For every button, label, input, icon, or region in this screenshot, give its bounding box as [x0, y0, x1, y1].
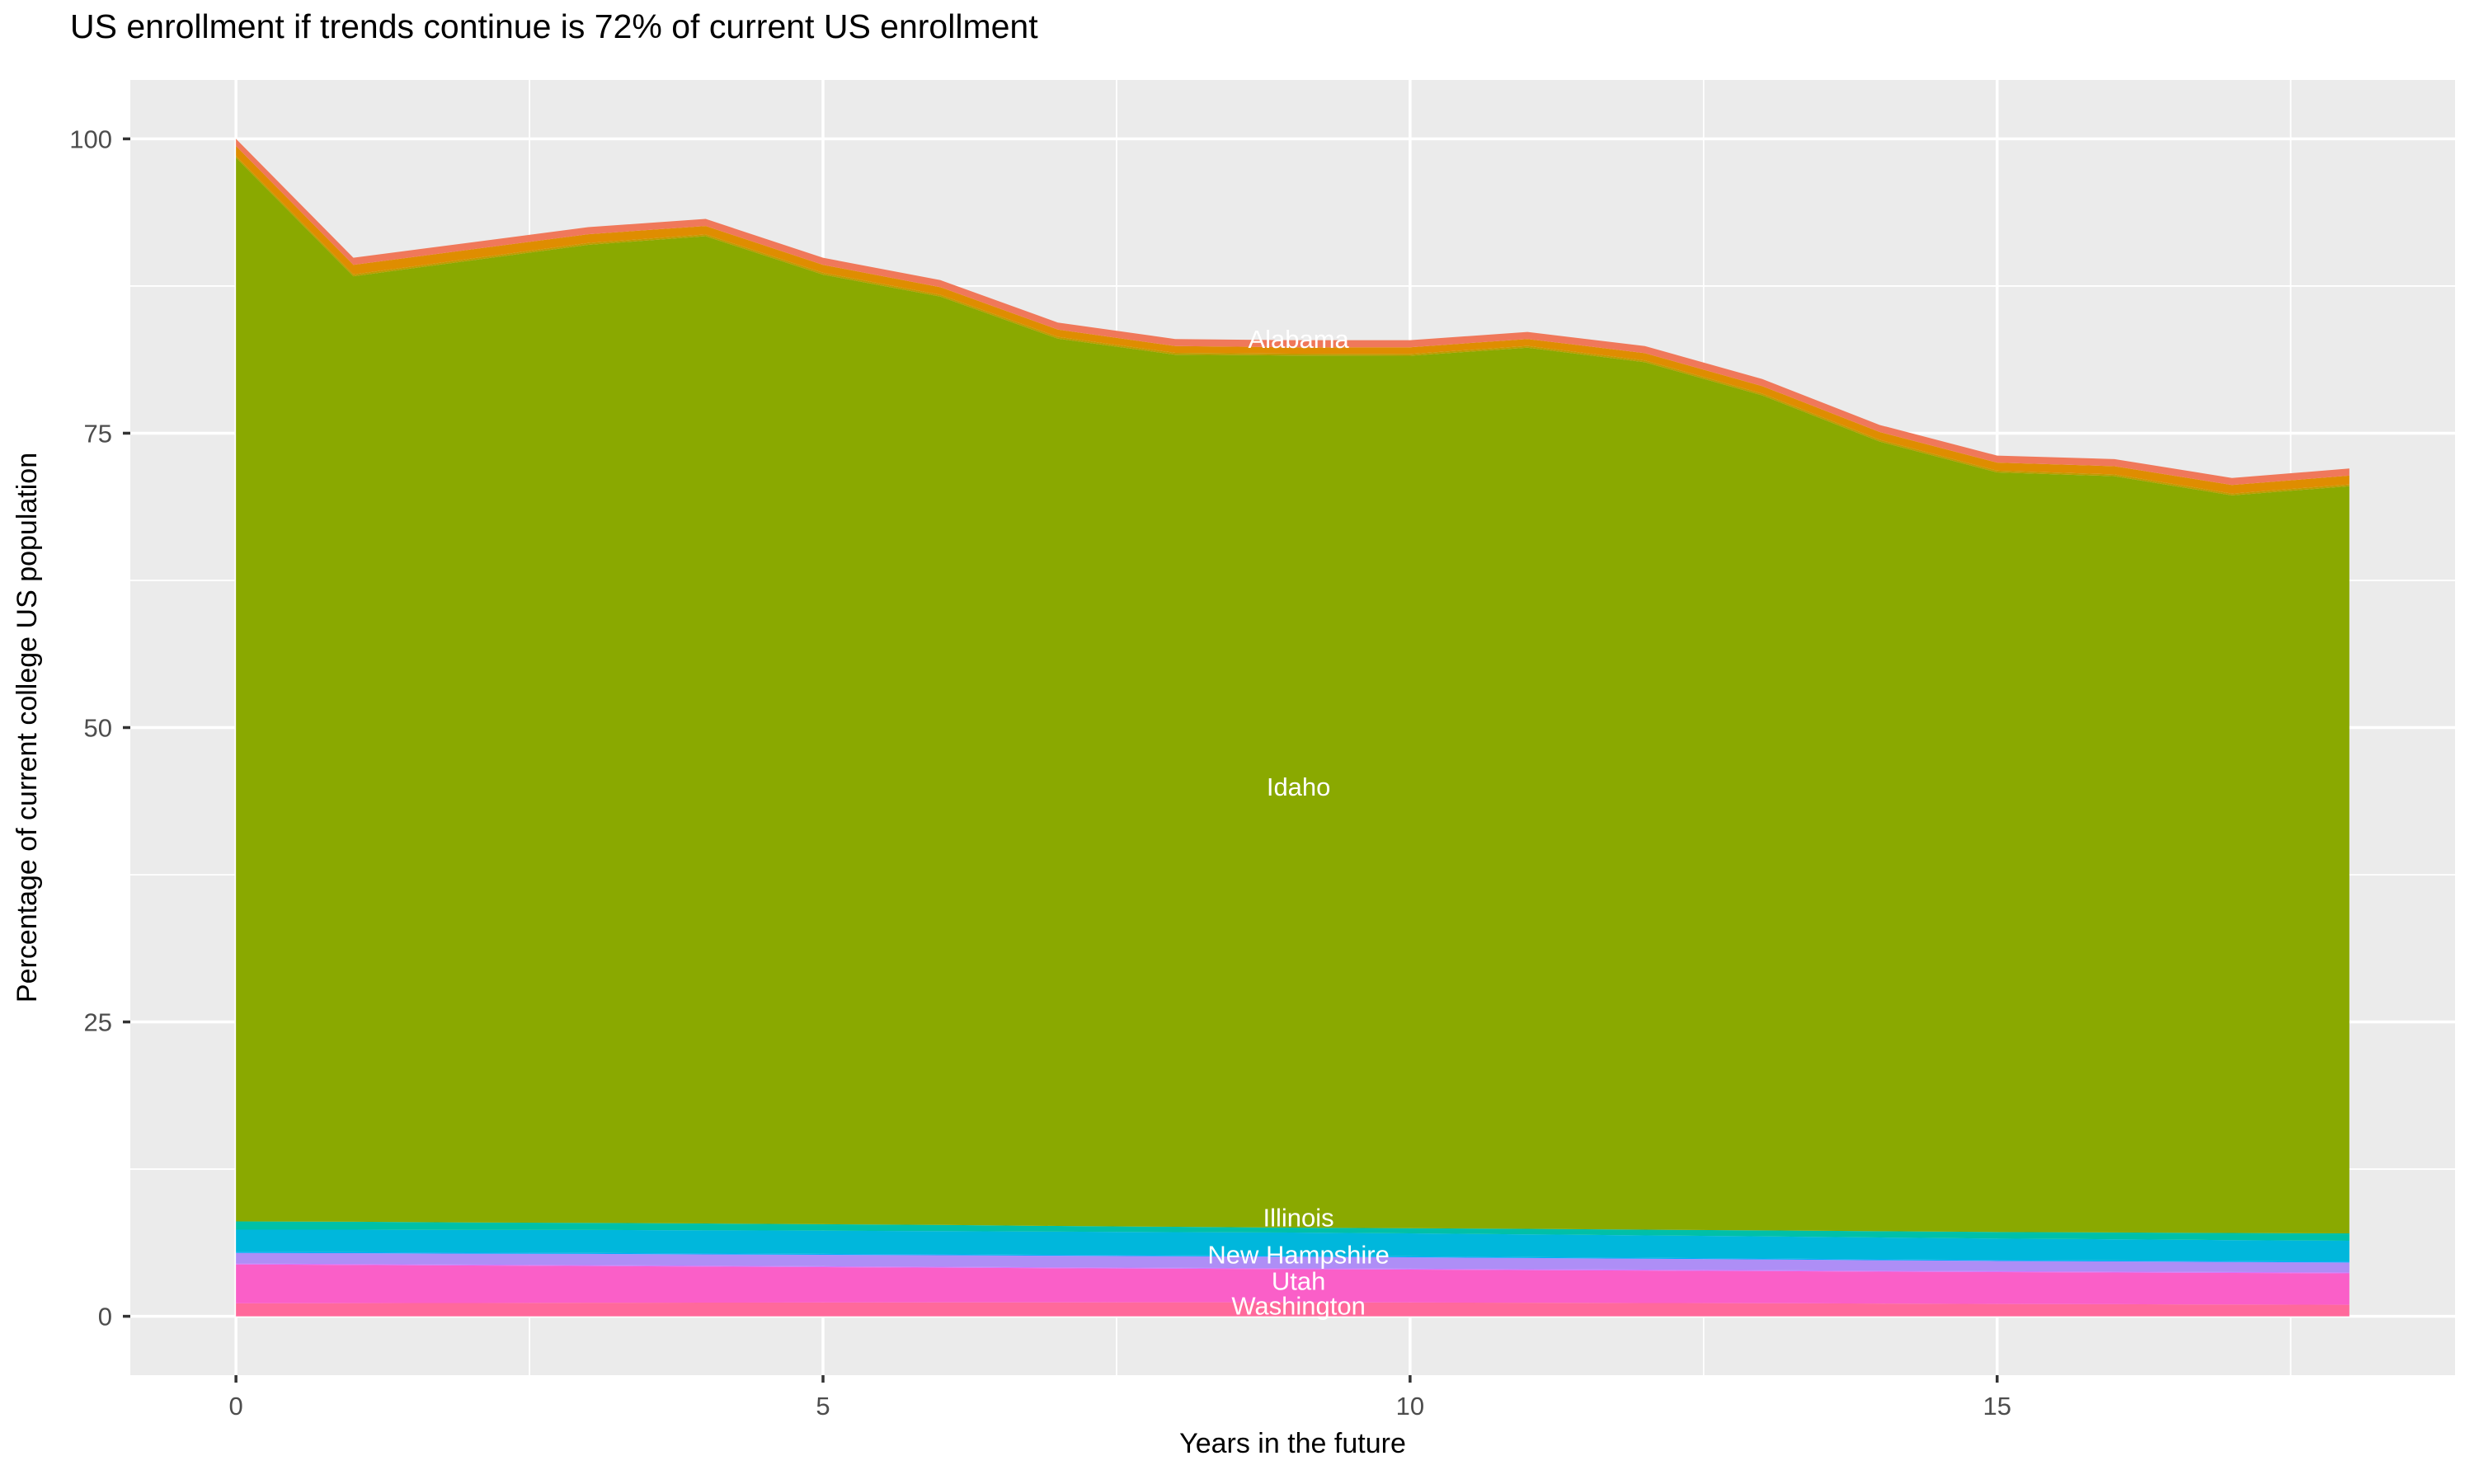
state-label-alabama: Alabama — [1248, 325, 1349, 354]
state-label-illinois: Illinois — [1263, 1204, 1334, 1233]
y-tick-label: 50 — [84, 714, 112, 743]
state-label-idaho: Idaho — [1267, 773, 1331, 801]
state-label-utah: Utah — [1272, 1267, 1325, 1296]
y-tick-label: 75 — [84, 419, 112, 448]
chart-title: US enrollment if trends continue is 72% … — [70, 7, 1038, 45]
state-label-new_hampshire: New Hampshire — [1207, 1241, 1390, 1270]
y-tick-label: 0 — [98, 1303, 112, 1331]
area-washington — [236, 1302, 2349, 1317]
area-unlabeled_band_2 — [236, 1252, 2349, 1263]
x-tick-label: 10 — [1396, 1392, 1424, 1421]
area-unlabeled_band_1 — [236, 1263, 2349, 1274]
area-illinois — [236, 1229, 2349, 1262]
x-tick-label: 15 — [1983, 1392, 2011, 1421]
x-tick-label: 5 — [816, 1392, 830, 1421]
area-new_hampshire — [236, 1252, 2349, 1273]
y-tick-label: 100 — [69, 124, 112, 153]
y-tick-label: 25 — [84, 1008, 112, 1037]
x-axis-title: Years in the future — [1179, 1428, 1406, 1459]
area-unlabeled_band_3 — [236, 1221, 2349, 1242]
area-utah — [236, 1264, 2349, 1305]
area-idaho — [236, 157, 2349, 1234]
y-axis-title: Percentage of current college US populat… — [12, 453, 43, 1003]
state-label-washington: Washington — [1231, 1292, 1366, 1321]
x-tick-label: 0 — [229, 1392, 243, 1421]
